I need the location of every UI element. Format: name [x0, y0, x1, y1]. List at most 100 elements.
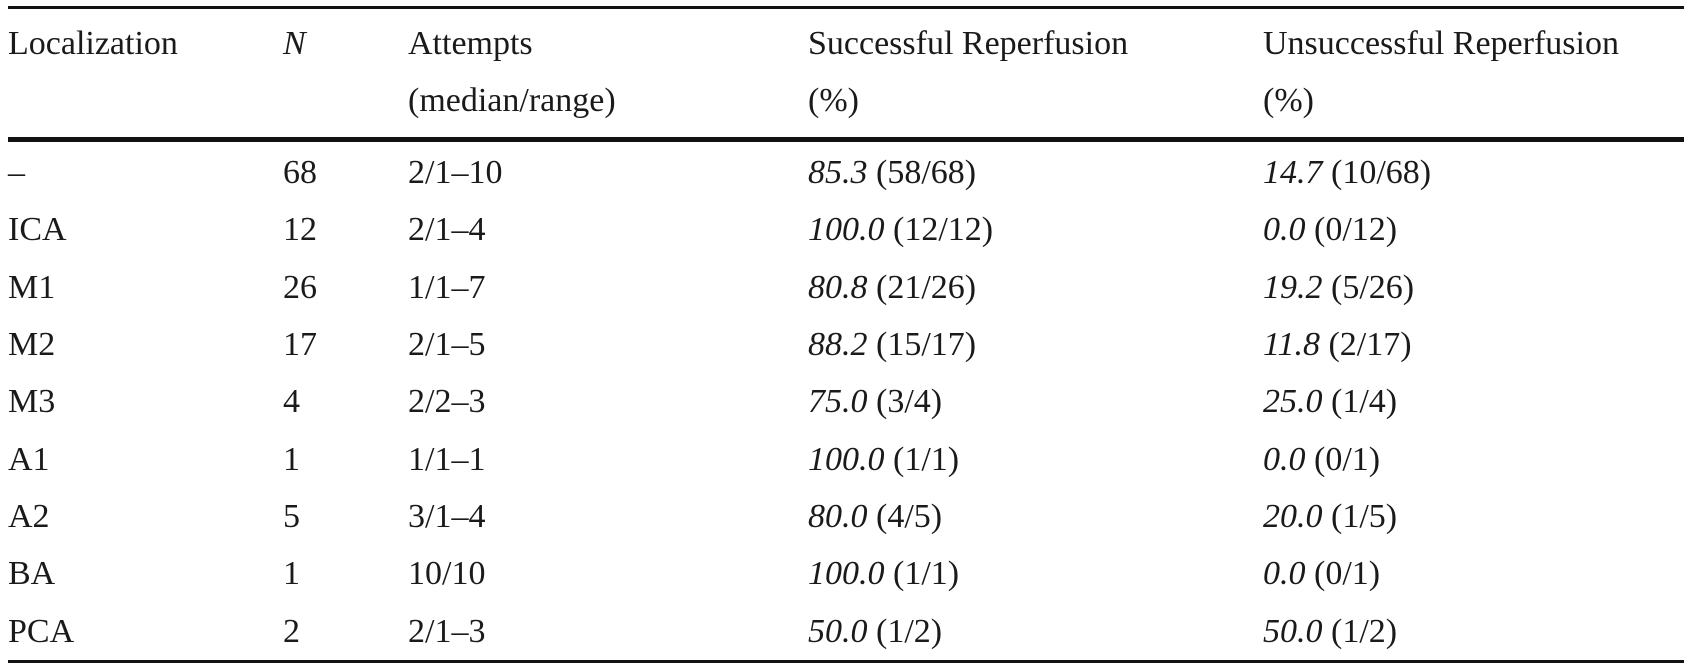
cell-successful: 100.0 (12/12): [808, 201, 1263, 258]
successful-fraction: (3/4): [867, 383, 943, 421]
n-text: 17: [283, 326, 317, 364]
successful-fraction: (15/17): [867, 326, 977, 364]
attempts-text: 3/1–4: [408, 497, 486, 535]
cell-n: 26: [283, 259, 408, 316]
unsuccessful-fraction: (1/5): [1322, 497, 1398, 535]
n-text: 26: [283, 268, 317, 306]
cell-successful: 50.0 (1/2): [808, 602, 1263, 661]
cell-successful: 75.0 (3/4): [808, 373, 1263, 430]
attempts-text: 2/1–5: [408, 326, 486, 364]
table-row: M1 26 1/1–7 80.8 (21/26) 19.2 (5/26): [8, 259, 1684, 316]
attempts-text: 2/1–4: [408, 211, 486, 249]
localization-text: A2: [8, 497, 50, 535]
table-row: PCA 2 2/1–3 50.0 (1/2) 50.0 (1/2): [8, 602, 1684, 661]
cell-successful: 88.2 (15/17): [808, 316, 1263, 373]
cell-successful: 100.0 (1/1): [808, 430, 1263, 487]
table-row: ICA 12 2/1–4 100.0 (12/12) 0.0 (0/12): [8, 201, 1684, 258]
cell-attempts: 3/1–4: [408, 488, 808, 545]
table-row: BA 1 10/10 100.0 (1/1) 0.0 (0/1): [8, 545, 1684, 602]
cell-unsuccessful: 25.0 (1/4): [1263, 373, 1684, 430]
table-row: –68 2/1–10 85.3 (58/68) 14.7 (10/68): [8, 140, 1684, 202]
unsuccessful-fraction: (2/17): [1319, 326, 1412, 364]
cell-attempts: 1/1–7: [408, 259, 808, 316]
cell-successful: 100.0 (1/1): [808, 545, 1263, 602]
cell-unsuccessful: 0.0 (0/12): [1263, 201, 1684, 258]
cell-attempts: 1/1–1: [408, 430, 808, 487]
table-header: Localization N Attempts (median/range) S…: [8, 7, 1684, 140]
successful-percent: 75.0: [808, 383, 868, 421]
unsuccessful-percent: 14.7: [1263, 154, 1323, 192]
successful-fraction: (4/5): [867, 497, 943, 535]
localization-text: A1: [8, 440, 50, 478]
successful-fraction: (1/1): [884, 555, 960, 593]
cell-unsuccessful: 0.0 (0/1): [1263, 545, 1684, 602]
cell-n: 12: [283, 201, 408, 258]
cell-attempts: 2/2–3: [408, 373, 808, 430]
attempts-text: 2/1–3: [408, 612, 486, 650]
n-text: 1: [283, 440, 300, 478]
unsuccessful-percent: 0.0: [1263, 211, 1306, 249]
cell-localization: A2: [8, 488, 283, 545]
header-successful-line1: Successful Reperfusion: [808, 25, 1129, 62]
header-localization: Localization: [8, 25, 178, 62]
successful-fraction: (12/12): [884, 211, 994, 249]
localization-text: ICA: [8, 211, 67, 249]
successful-fraction: (58/68): [867, 154, 977, 192]
n-text: 5: [283, 497, 300, 535]
attempts-text: 1/1–1: [408, 440, 486, 478]
attempts-text: 2/2–3: [408, 383, 486, 421]
cell-unsuccessful: 0.0 (0/1): [1263, 430, 1684, 487]
header-unsuccessful-line1: Unsuccessful Reperfusion: [1263, 25, 1619, 62]
table-body: –68 2/1–10 85.3 (58/68) 14.7 (10/68) ICA 12 2/…: [8, 140, 1684, 662]
cell-n: 1: [283, 430, 408, 487]
successful-percent: 80.8: [808, 268, 868, 306]
header-attempts: Attempts (median/range): [408, 8, 808, 140]
header-attempts-line2: (median/range): [408, 82, 616, 119]
cell-n: 4: [283, 373, 408, 430]
successful-percent: 88.2: [808, 326, 868, 364]
cell-n: 1: [283, 545, 408, 602]
unsuccessful-percent: 50.0: [1263, 612, 1323, 650]
unsuccessful-fraction: (1/4): [1322, 383, 1398, 421]
n-text: 2: [283, 612, 300, 650]
successful-percent: 100.0: [808, 555, 885, 593]
header-unsuccessful-line2: (%): [1263, 82, 1314, 119]
localization-text: M1: [8, 268, 56, 306]
n-text: 1: [283, 555, 300, 593]
successful-fraction: (21/26): [867, 268, 977, 306]
localization-text: PCA: [8, 612, 75, 650]
cell-unsuccessful: 14.7 (10/68): [1263, 140, 1684, 202]
unsuccessful-percent: 20.0: [1263, 497, 1323, 535]
cell-localization: –: [8, 140, 283, 202]
cell-localization: M1: [8, 259, 283, 316]
attempts-text: 2/1–10: [408, 154, 503, 192]
unsuccessful-percent: 0.0: [1263, 555, 1306, 593]
cell-attempts: 2/1–10: [408, 140, 808, 202]
localization-text: M2: [8, 326, 56, 364]
unsuccessful-fraction: (10/68): [1322, 154, 1432, 192]
cell-localization: A1: [8, 430, 283, 487]
reperfusion-table-container: Localization N Attempts (median/range) S…: [8, 6, 1684, 663]
reperfusion-table: Localization N Attempts (median/range) S…: [8, 6, 1684, 663]
attempts-text: 1/1–7: [408, 268, 486, 306]
table-row: M2 17 2/1–5 88.2 (15/17) 11.8 (2/17): [8, 316, 1684, 373]
cell-n: 5: [283, 488, 408, 545]
header-n: N: [283, 25, 306, 62]
n-text: 12: [283, 211, 317, 249]
unsuccessful-fraction: (0/1): [1305, 440, 1381, 478]
localization-text: –: [8, 154, 25, 192]
cell-localization: PCA: [8, 602, 283, 661]
table-row: A1 1 1/1–1 100.0 (1/1) 0.0 (0/1): [8, 430, 1684, 487]
cell-attempts: 10/10: [408, 545, 808, 602]
unsuccessful-percent: 11.8: [1263, 326, 1320, 364]
cell-attempts: 2/1–5: [408, 316, 808, 373]
cell-unsuccessful: 11.8 (2/17): [1263, 316, 1684, 373]
attempts-text: 10/10: [408, 555, 486, 593]
localization-text: BA: [8, 555, 56, 593]
cell-unsuccessful: 20.0 (1/5): [1263, 488, 1684, 545]
localization-text: M3: [8, 383, 56, 421]
cell-localization: BA: [8, 545, 283, 602]
cell-unsuccessful: 50.0 (1/2): [1263, 602, 1684, 661]
unsuccessful-percent: 0.0: [1263, 440, 1306, 478]
unsuccessful-fraction: (0/1): [1305, 555, 1381, 593]
